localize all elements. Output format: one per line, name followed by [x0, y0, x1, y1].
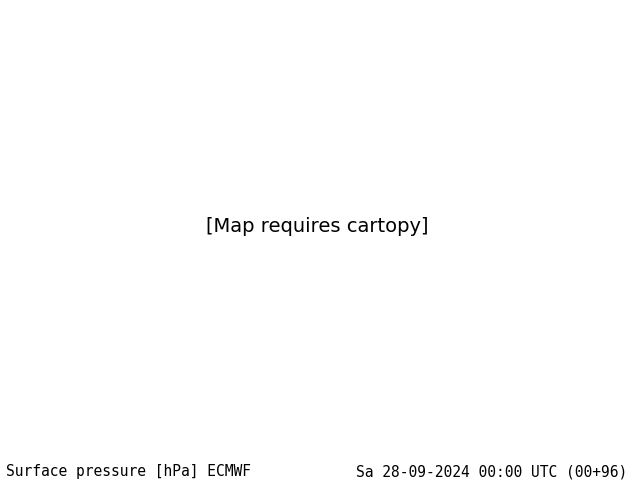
Text: [Map requires cartopy]: [Map requires cartopy]	[206, 217, 428, 236]
Text: Surface pressure [hPa] ECMWF: Surface pressure [hPa] ECMWF	[6, 464, 251, 479]
Text: Sa 28-09-2024 00:00 UTC (00+96): Sa 28-09-2024 00:00 UTC (00+96)	[356, 464, 628, 479]
